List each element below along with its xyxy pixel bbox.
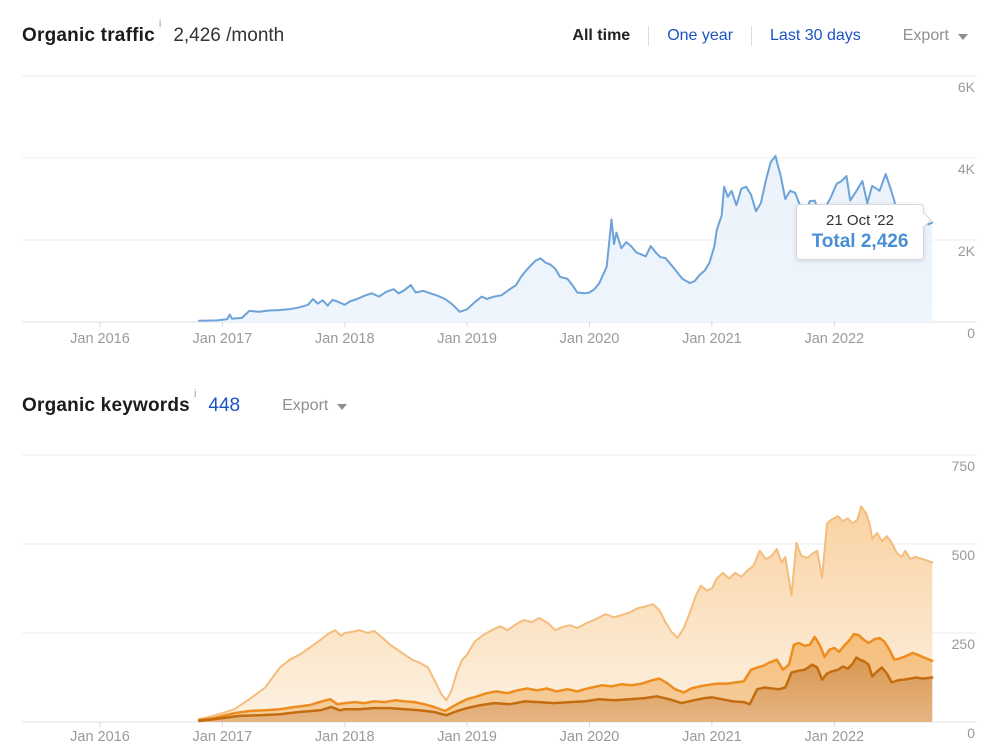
time-range-tabs: All time One year Last 30 days xyxy=(572,26,861,46)
export-button-traffic[interactable]: Export xyxy=(903,27,968,45)
y-axis-label: 4K xyxy=(958,161,976,177)
organic-keywords-title: Organic keywords xyxy=(22,395,190,416)
x-axis-label: Jan 2016 xyxy=(70,331,130,347)
organic-keywords-value[interactable]: 448 xyxy=(208,395,241,416)
caret-down-icon xyxy=(958,34,968,40)
x-axis-label: Jan 2021 xyxy=(682,729,742,745)
x-axis-label: Jan 2022 xyxy=(804,729,864,745)
x-axis-label: Jan 2018 xyxy=(315,331,375,347)
organic-keywords-header: Organic keywords i 448 Export xyxy=(0,386,1000,426)
x-axis-label: Jan 2016 xyxy=(70,729,130,745)
info-icon[interactable]: i xyxy=(193,388,197,400)
organic-traffic-header: Organic traffic i 2,426 /month All time … xyxy=(0,16,1000,56)
chart-tooltip: 21 Oct '22 Total 2,426 xyxy=(796,204,932,260)
tab-all-time[interactable]: All time xyxy=(572,27,631,44)
keywords-total-area xyxy=(199,506,933,722)
export-label: Export xyxy=(902,27,949,44)
tab-last-30-days[interactable]: Last 30 days xyxy=(770,27,861,44)
tooltip-total: Total 2,426 xyxy=(811,231,909,252)
organic-traffic-title: Organic traffic xyxy=(22,25,155,46)
keywords-band-3-line xyxy=(197,656,934,723)
export-button-keywords[interactable]: Export xyxy=(282,397,348,415)
tab-separator xyxy=(648,26,650,46)
x-axis-label: Jan 2019 xyxy=(437,331,497,347)
y-axis-label: 250 xyxy=(952,636,976,652)
caret-down-icon xyxy=(337,404,348,410)
y-axis-label: 6K xyxy=(958,79,976,95)
x-axis-label: Jan 2017 xyxy=(193,729,253,745)
tab-one-year[interactable]: One year xyxy=(667,27,734,44)
tab-separator xyxy=(751,26,753,46)
y-axis-label: 0 xyxy=(967,325,975,341)
organic-traffic-value: 2,426 /month xyxy=(173,25,285,46)
keywords-band-2-area xyxy=(199,634,933,722)
x-axis-label: Jan 2019 xyxy=(437,729,497,745)
x-axis-label: Jan 2018 xyxy=(315,729,375,745)
x-axis-label: Jan 2020 xyxy=(560,331,620,347)
info-icon[interactable]: i xyxy=(158,18,162,30)
organic-traffic-chart[interactable]: 0 2K 4K 6K Jan 2016 Jan 2017 Jan 2018 Jan 2019 J… xyxy=(0,60,1000,360)
keywords-band-2-line xyxy=(197,632,934,722)
keywords-total-line xyxy=(198,505,934,721)
organic-keywords-chart[interactable]: 0 250 500 750 Jan 2016 Jan 2017 Jan 2018 Jan 20… xyxy=(0,440,1000,754)
x-axis-label: Jan 2022 xyxy=(804,331,864,347)
x-axis-label: Jan 2020 xyxy=(560,729,620,745)
tooltip-date: 21 Oct '22 xyxy=(826,212,894,229)
export-label: Export xyxy=(282,397,329,414)
y-axis-label: 750 xyxy=(952,458,976,474)
y-axis-label: 500 xyxy=(952,547,976,563)
x-axis-label: Jan 2017 xyxy=(193,331,253,347)
total-traffic-area xyxy=(199,155,933,322)
y-axis-label: 2K xyxy=(958,243,976,259)
x-axis-label: Jan 2021 xyxy=(682,331,742,347)
y-axis-label: 0 xyxy=(967,725,975,741)
keywords-band-3-area xyxy=(199,657,933,722)
